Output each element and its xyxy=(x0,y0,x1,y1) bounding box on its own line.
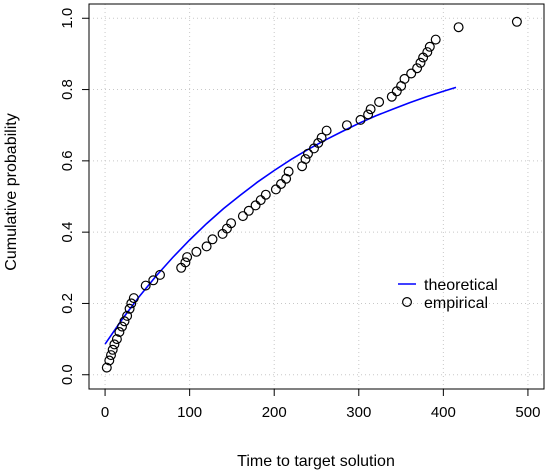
empirical-point xyxy=(114,327,125,338)
x-tick-label: 0 xyxy=(101,404,109,421)
empirical-point xyxy=(276,179,287,190)
empirical-point xyxy=(415,57,426,68)
empirical-point xyxy=(316,132,327,143)
y-axis-title: Cumulative probability xyxy=(3,113,20,270)
empirical-point xyxy=(399,73,410,84)
plot-frame xyxy=(88,3,545,390)
empirical-point xyxy=(122,310,133,321)
empirical-point xyxy=(119,316,130,327)
empirical-point xyxy=(226,218,237,229)
empirical-point xyxy=(363,109,374,120)
empirical-point xyxy=(101,362,112,373)
empirical-point xyxy=(107,344,118,355)
series-layer xyxy=(101,16,522,373)
empirical-point xyxy=(303,148,314,159)
empirical-point xyxy=(180,257,191,268)
empirical-point xyxy=(281,173,292,184)
empirical-point xyxy=(313,138,324,149)
x-axis-title: Time to target solution xyxy=(237,453,395,470)
y-tick-label: 0.2 xyxy=(59,293,76,314)
empirical-point xyxy=(201,241,212,252)
empirical-point xyxy=(321,125,332,136)
empirical-point xyxy=(124,303,135,314)
y-tick-label: 0.4 xyxy=(59,222,76,243)
empirical-point xyxy=(191,246,202,257)
empirical-point xyxy=(128,293,139,304)
empirical-point xyxy=(406,68,417,79)
empirical-point xyxy=(511,16,522,27)
empirical-point xyxy=(341,120,352,131)
empirical-point xyxy=(260,189,271,200)
empirical-point xyxy=(207,234,218,245)
empirical-point xyxy=(182,252,193,263)
empirical-point xyxy=(374,96,385,107)
empirical-point xyxy=(422,47,433,58)
empirical-point xyxy=(453,22,464,33)
empirical-point xyxy=(105,350,116,361)
legend-empirical-swatch xyxy=(402,297,413,308)
y-tick-label: 0.6 xyxy=(59,150,76,171)
empirical-point xyxy=(270,184,281,195)
empirical-point xyxy=(386,91,397,102)
y-tick-label: 1.0 xyxy=(59,8,76,29)
empirical-point xyxy=(116,321,127,332)
x-tick-label: 400 xyxy=(431,404,456,421)
empirical-point xyxy=(355,114,366,125)
x-tick-label: 500 xyxy=(515,404,540,421)
empirical-point xyxy=(148,275,159,286)
empirical-point xyxy=(300,154,311,165)
empirical-point xyxy=(237,211,248,222)
grid-lines xyxy=(89,4,544,389)
empirical-point xyxy=(283,166,294,177)
empirical-point xyxy=(250,200,261,211)
legend: theoretical empirical xyxy=(398,277,498,312)
empirical-point xyxy=(365,104,376,115)
x-tick-label: 300 xyxy=(346,404,371,421)
legend-theoretical-label: theoretical xyxy=(424,277,498,294)
empirical-point xyxy=(243,205,254,216)
empirical-point xyxy=(412,63,423,74)
theoretical-curve xyxy=(104,86,457,345)
y-tick-label: 0.8 xyxy=(59,79,76,100)
y-axis: 0.0 0.2 0.4 0.6 0.8 1.0 xyxy=(59,8,89,385)
empirical-point xyxy=(104,355,115,366)
empirical-point xyxy=(109,339,120,350)
empirical-point xyxy=(430,34,441,45)
empirical-point xyxy=(255,195,266,206)
empirical-point xyxy=(111,334,122,345)
empirical-point xyxy=(140,280,151,291)
x-axis: 0 100 200 300 400 500 xyxy=(101,389,540,421)
empirical-point xyxy=(126,298,137,309)
legend-empirical-label: empirical xyxy=(424,295,488,312)
empirical-point xyxy=(155,269,166,280)
x-tick-label: 100 xyxy=(177,404,202,421)
empirical-point xyxy=(424,41,435,52)
x-tick-label: 200 xyxy=(262,404,287,421)
y-tick-label: 0.0 xyxy=(59,364,76,385)
